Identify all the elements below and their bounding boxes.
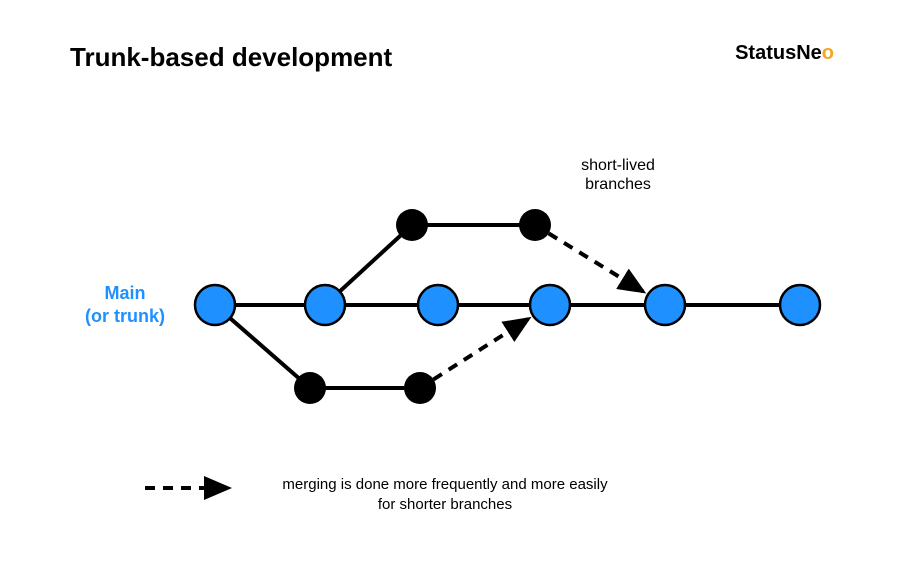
trunk-commit-node <box>645 285 685 325</box>
trunk-diagram <box>0 0 904 575</box>
trunk-commit-node <box>418 285 458 325</box>
trunk-commit-node <box>780 285 820 325</box>
trunk-commit-node <box>530 285 570 325</box>
edge <box>549 233 643 291</box>
edge <box>433 319 528 379</box>
branch-commit-node <box>404 372 436 404</box>
branch-commit-node <box>396 209 428 241</box>
branch-commit-node <box>294 372 326 404</box>
branch-commit-node <box>519 209 551 241</box>
trunk-commit-node <box>195 285 235 325</box>
trunk-commit-node <box>305 285 345 325</box>
edges <box>215 225 800 388</box>
